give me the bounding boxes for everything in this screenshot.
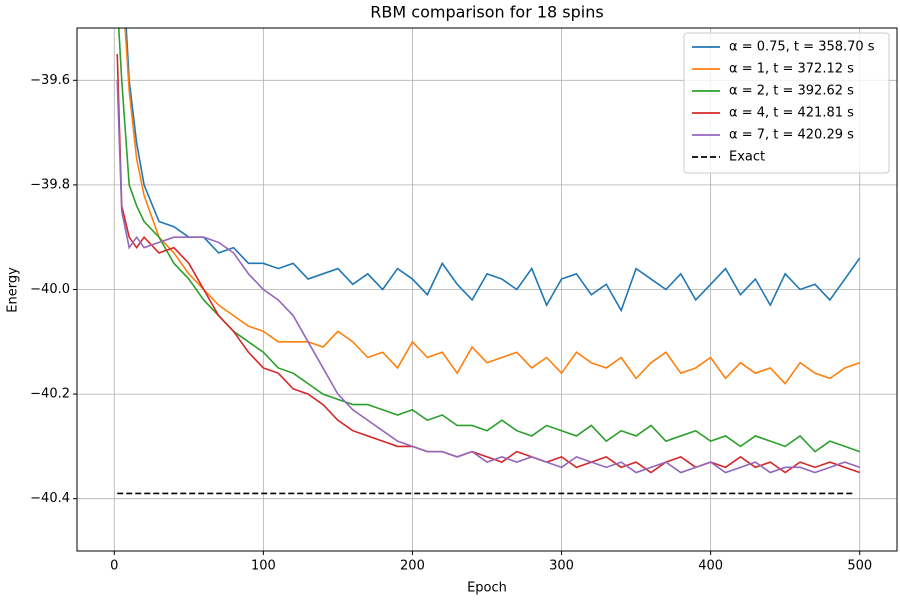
x-tick-label: 200 — [400, 559, 425, 574]
x-tick-label: 500 — [847, 559, 872, 574]
legend-label: α = 0.75, t = 358.70 s — [729, 40, 875, 55]
x-tick-label: 100 — [251, 559, 276, 574]
y-tick-label: −40.4 — [30, 491, 70, 506]
legend-label: α = 1, t = 372.12 s — [729, 62, 854, 77]
y-tick-label: −39.8 — [30, 177, 70, 192]
legend-label: Exact — [729, 150, 765, 165]
legend-label: α = 4, t = 421.81 s — [729, 106, 854, 121]
y-tick-label: −40.2 — [30, 387, 70, 402]
legend-label: α = 2, t = 392.62 s — [729, 84, 854, 99]
lines — [116, 28, 861, 495]
legend: α = 0.75, t = 358.70 s α = 1, t = 372.12 … — [683, 32, 890, 174]
y-tick-label: −40.0 — [30, 282, 70, 297]
x-tick-label: 0 — [110, 559, 118, 574]
series-line — [117, 28, 860, 453]
series-line — [124, 28, 860, 385]
chart-title: RBM comparison for 18 spins — [370, 3, 603, 22]
series-line — [125, 28, 861, 313]
series-line — [116, 80, 860, 474]
x-tick-label: 400 — [698, 559, 723, 574]
x-axis-label: Epoch — [467, 581, 507, 596]
y-axis-label: Energy — [6, 267, 21, 313]
x-tick-label: 300 — [549, 559, 574, 574]
legend-box — [683, 32, 890, 174]
y-tick-label: −39.6 — [30, 73, 70, 88]
legend-label: α = 7, t = 420.29 s — [729, 128, 854, 143]
